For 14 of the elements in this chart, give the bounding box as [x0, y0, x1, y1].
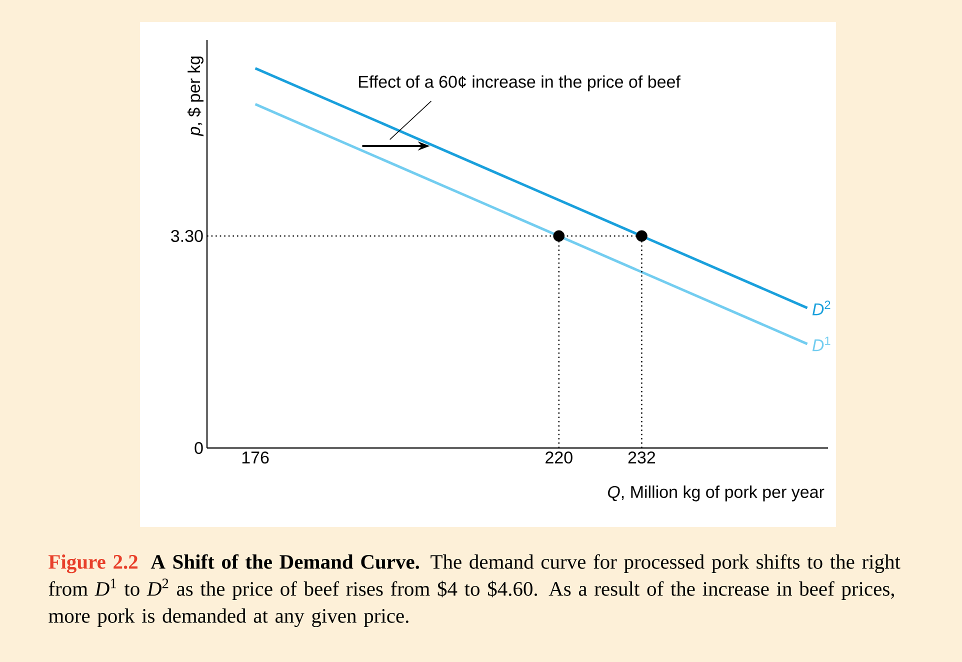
text: A Shift of the Demand Curve. The demand curve for processed pork shifts to the right	[150, 554, 900, 574]
series-label: D$^{1}$	[812, 336, 830, 352]
y-axis-title: p, $ per kg	[187, 56, 204, 136]
x-axis-title: Q, Million kg of pork per year	[608, 486, 824, 502]
y-tick-label: 3.30	[171, 230, 203, 242]
annotation: Effect of a 60¢ increase in the price of beef	[359, 75, 680, 92]
x-tick-label: 232	[628, 452, 656, 464]
y-tick-label: 0	[194, 442, 203, 454]
series-label: D$^{2}$	[812, 300, 830, 316]
text: more pork is demanded at any given price.	[48, 608, 408, 628]
x-tick-label: 176	[242, 452, 269, 464]
text: from D$^{1}$ to D$^{2}$ as the price of beef rises from $4 to $4.60. As a result of the increase in beef prices,	[48, 578, 894, 600]
x-tick-label: 220	[546, 452, 572, 464]
caption: Figure 2.2	[48, 554, 138, 574]
